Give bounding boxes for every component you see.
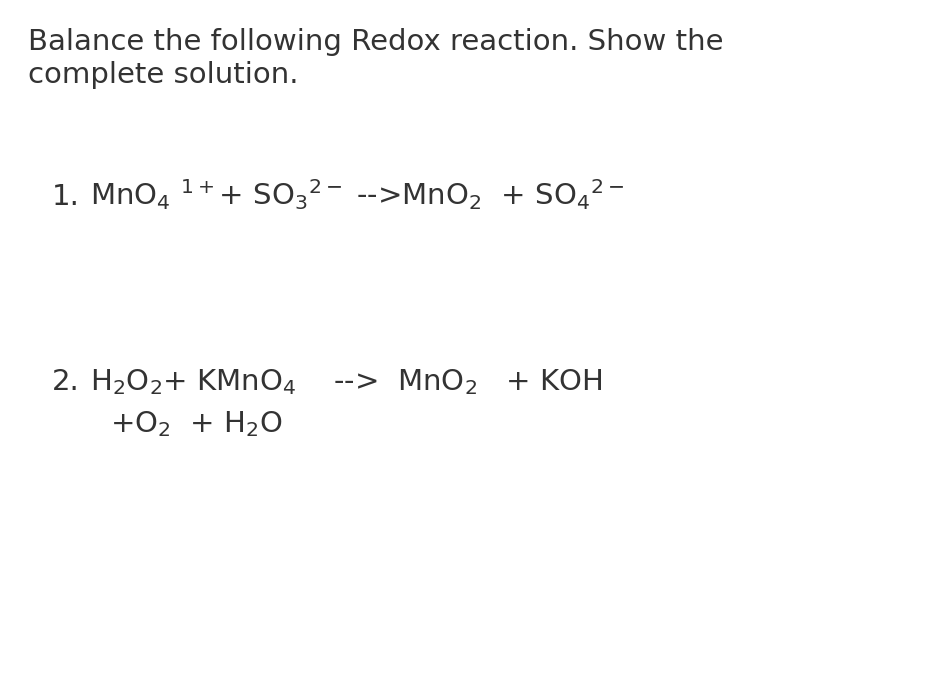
Text: complete solution.: complete solution. — [28, 61, 298, 88]
Text: 2.: 2. — [52, 368, 79, 396]
Text: 1.: 1. — [52, 183, 80, 211]
Text: MnO$_4$ $^{1+}$+ SO$_3$$^{2-}$ -->MnO$_2$  + SO$_4$$^{2-}$: MnO$_4$ $^{1+}$+ SO$_3$$^{2-}$ -->MnO$_2… — [90, 177, 623, 212]
Text: +O$_2$  + H$_2$O: +O$_2$ + H$_2$O — [110, 409, 282, 439]
Text: H$_2$O$_2$+ KMnO$_4$    -->  MnO$_2$   + KOH: H$_2$O$_2$+ KMnO$_4$ --> MnO$_2$ + KOH — [90, 367, 601, 397]
Text: Balance the following Redox reaction. Show the: Balance the following Redox reaction. Sh… — [28, 28, 723, 56]
